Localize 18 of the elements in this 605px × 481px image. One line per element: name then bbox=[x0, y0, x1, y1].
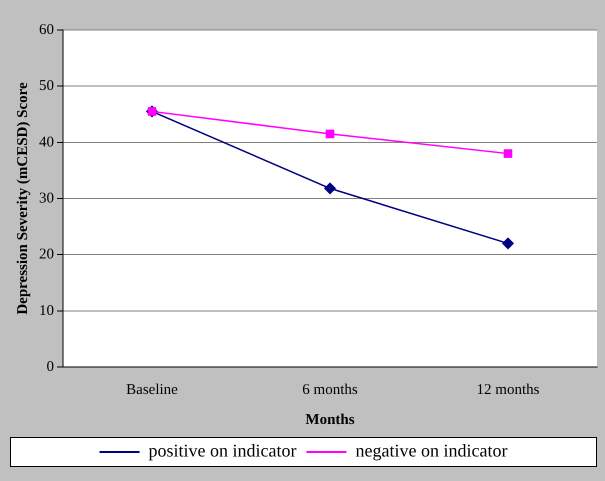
point bbox=[504, 149, 512, 158]
y-tick-label: 40 bbox=[39, 134, 54, 150]
y-tick-label: 60 bbox=[39, 22, 54, 38]
y-axis-title: Depression Severity (mCESD) Score bbox=[14, 82, 31, 315]
y-tick-label: 10 bbox=[39, 302, 54, 319]
x-tick-label: 12 months bbox=[476, 382, 540, 398]
x-axis-title: Months bbox=[305, 412, 355, 428]
y-tick-label: 0 bbox=[46, 358, 54, 375]
point bbox=[326, 130, 334, 138]
y-tick-label: 20 bbox=[39, 246, 54, 263]
x-tick-label: 6 months bbox=[302, 382, 358, 398]
legend-label: negative on indicator bbox=[356, 440, 508, 461]
point bbox=[324, 182, 336, 194]
x-tick-label: Baseline bbox=[126, 382, 178, 398]
y-tick-label: 30 bbox=[39, 190, 54, 206]
point bbox=[502, 238, 514, 250]
y-tick-label: 50 bbox=[39, 78, 54, 94]
legend-label: positive on indicator bbox=[148, 440, 297, 461]
